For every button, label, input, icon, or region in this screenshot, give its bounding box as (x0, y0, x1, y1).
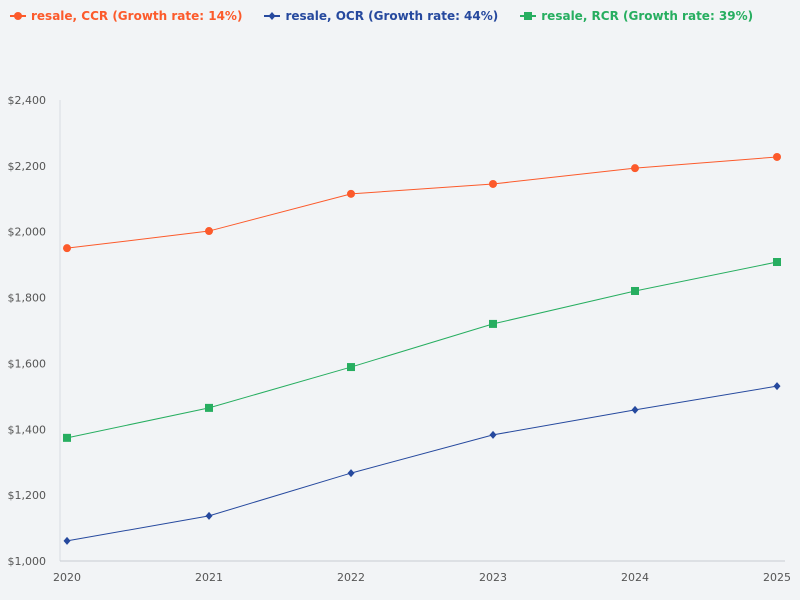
data-point (347, 189, 355, 198)
legend-label: resale, RCR (Growth rate: 39%) (541, 9, 754, 23)
circle-marker-icon (10, 12, 26, 20)
y-tick-label: $1,400 (8, 423, 47, 436)
data-point (205, 227, 213, 236)
x-tick-label: 2025 (763, 571, 791, 584)
y-tick-label: $1,000 (8, 555, 47, 568)
legend-marker (524, 12, 533, 20)
x-tick-label: 2022 (337, 571, 365, 584)
x-tick-label: 2021 (195, 571, 223, 584)
legend-label: resale, CCR (Growth rate: 14%) (31, 9, 243, 23)
data-point (347, 363, 355, 372)
legend-item[interactable]: resale, CCR (Growth rate: 14%) (10, 9, 242, 23)
data-point (631, 164, 639, 173)
data-point (631, 405, 639, 414)
y-tick-label: $2,200 (8, 160, 47, 173)
y-tick-label: $2,400 (8, 94, 47, 107)
data-point (631, 286, 639, 295)
x-tick-label: 2024 (621, 571, 649, 584)
square-marker-icon (520, 12, 537, 20)
x-tick-label: 2023 (479, 571, 507, 584)
legend: resale, CCR (Growth rate: 14%) resale, OC… (10, 9, 753, 23)
y-tick-label: $2,000 (8, 226, 47, 239)
data-point (205, 511, 213, 520)
data-point (63, 433, 71, 442)
x-tick-label: 2020 (53, 571, 81, 584)
legend-item[interactable]: resale, RCR (Growth rate: 39%) (520, 9, 753, 23)
diamond-marker-icon (264, 12, 281, 20)
legend-marker (14, 12, 22, 20)
data-point (63, 244, 71, 253)
data-point (773, 258, 781, 267)
data-point (489, 430, 497, 439)
data-point (489, 319, 497, 328)
series-line (66, 156, 778, 249)
y-tick-label: $1,200 (8, 489, 47, 502)
legend-label: resale, OCR (Growth rate: 44%) (285, 9, 499, 23)
legend-marker (268, 12, 276, 20)
data-point (205, 403, 213, 412)
data-point (347, 469, 355, 478)
series-line (66, 385, 778, 542)
series-line (66, 261, 778, 439)
data-point (63, 536, 71, 545)
data-point (773, 382, 781, 391)
y-tick-label: $1,800 (8, 292, 47, 305)
data-point (489, 179, 497, 188)
legend-item[interactable]: resale, OCR (Growth rate: 44%) (264, 9, 498, 23)
data-point (773, 152, 781, 161)
y-tick-label: $1,600 (8, 357, 47, 370)
